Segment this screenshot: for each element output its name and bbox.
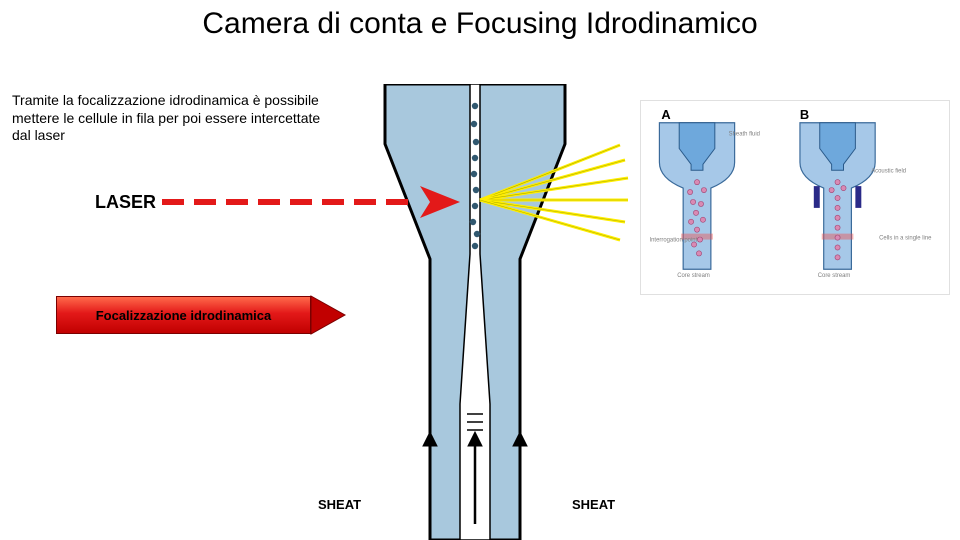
intro-text: Tramite la focalizzazione idrodinamica è… bbox=[12, 92, 332, 145]
page-title: Camera di conta e Focusing Idrodinamico bbox=[180, 6, 780, 42]
panel-a-label: A bbox=[661, 107, 670, 122]
side-comparison-diagram: A B Sheath fluid Acoustic field Interrog… bbox=[640, 100, 950, 295]
focusing-label: Focalizzazione idrodinamica bbox=[96, 308, 272, 323]
flow-cell-diagram bbox=[370, 84, 580, 540]
focusing-arrow-head bbox=[311, 296, 345, 334]
sheat-left-label: SHEAT bbox=[318, 497, 361, 512]
focusing-box: Focalizzazione idrodinamica bbox=[56, 296, 311, 334]
acoustic-field-label: Acoustic field bbox=[871, 168, 906, 174]
panel-b-label: B bbox=[800, 107, 809, 122]
laser-label: LASER bbox=[95, 192, 156, 213]
cells-line-label: Cells in a single line bbox=[879, 236, 932, 242]
sheath-fluid-label: Sheath fluid bbox=[729, 132, 760, 138]
core-stream-b-label: Core stream bbox=[818, 273, 851, 279]
interrogation-label: Interrogation point bbox=[650, 238, 698, 244]
side-tubes bbox=[659, 123, 875, 269]
core-stream-a-label: Core stream bbox=[677, 273, 710, 279]
